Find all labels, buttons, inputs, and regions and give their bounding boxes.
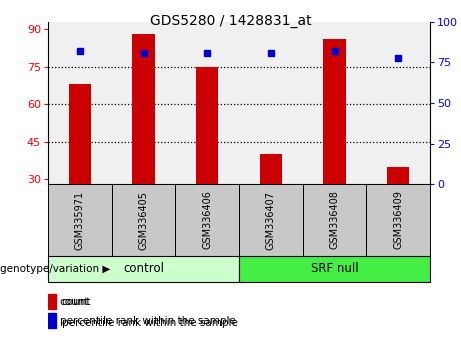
Text: SRF null: SRF null bbox=[311, 263, 358, 275]
Bar bbox=[48, 184, 112, 256]
Bar bbox=[387, 166, 409, 184]
Bar bbox=[48, 256, 239, 282]
Bar bbox=[132, 34, 154, 184]
Bar bbox=[239, 184, 303, 256]
Bar bbox=[112, 184, 175, 256]
Text: percentile rank within the sample: percentile rank within the sample bbox=[62, 318, 238, 328]
Bar bbox=[69, 84, 91, 184]
Text: percentile rank within the sample: percentile rank within the sample bbox=[59, 316, 236, 326]
Bar bbox=[323, 39, 346, 184]
Bar bbox=[48, 313, 56, 328]
Text: count: count bbox=[62, 297, 91, 307]
Text: GSM336406: GSM336406 bbox=[202, 190, 212, 250]
Text: GSM336407: GSM336407 bbox=[266, 190, 276, 250]
Text: GSM335971: GSM335971 bbox=[75, 190, 85, 250]
Bar bbox=[196, 67, 219, 184]
Text: GSM336408: GSM336408 bbox=[330, 190, 339, 250]
Bar bbox=[48, 294, 56, 309]
Text: control: control bbox=[123, 263, 164, 275]
Text: GSM336405: GSM336405 bbox=[138, 190, 148, 250]
Bar bbox=[239, 256, 430, 282]
Text: genotype/variation ▶: genotype/variation ▶ bbox=[0, 264, 110, 274]
Bar bbox=[260, 154, 282, 184]
Bar bbox=[303, 184, 366, 256]
Text: GSM336409: GSM336409 bbox=[393, 190, 403, 250]
Bar bbox=[175, 184, 239, 256]
Text: GDS5280 / 1428831_at: GDS5280 / 1428831_at bbox=[150, 14, 311, 28]
Text: count: count bbox=[59, 297, 89, 307]
Bar bbox=[366, 184, 430, 256]
